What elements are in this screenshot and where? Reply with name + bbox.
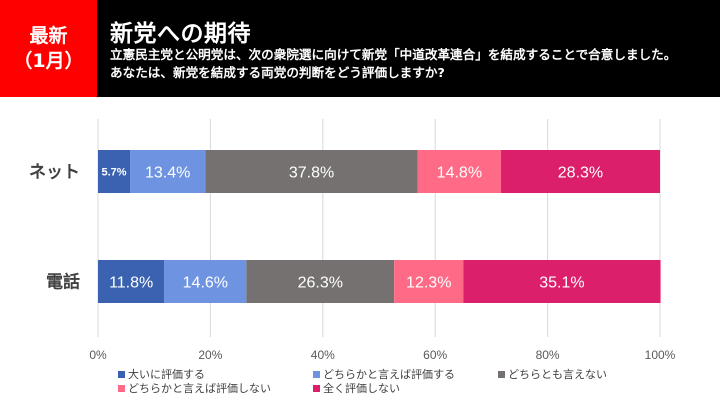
latest-badge: 最新 （1月） (0, 0, 97, 97)
x-tick-label: 40% (311, 348, 335, 362)
header-bar: 最新 （1月） 新党への期待 立憲民主党と公明党は、次の衆院選に向けて新党「中道… (0, 0, 720, 97)
legend-item: どちらかと言えば評価しない (118, 380, 271, 396)
x-tick-label: 0% (89, 348, 107, 362)
legend-item: 全く評価しない (313, 380, 400, 396)
x-tick-label: 60% (423, 348, 447, 362)
data-label: 14.8% (437, 164, 482, 181)
x-tick-label: 80% (536, 348, 560, 362)
bar-segment (394, 260, 464, 303)
question-line-1: 立憲民主党と公明党は、次の衆院選に向けて新党「中道改革連合」を結成することで合意… (110, 47, 677, 62)
legend-label: どちらかと言えば評価する (323, 368, 455, 381)
bar-segment (246, 260, 395, 303)
badge-label-latest: 最新 (29, 24, 68, 47)
bar-segment (463, 260, 661, 303)
bar-segment (164, 260, 247, 303)
legend-label: 全く評価しない (323, 382, 400, 395)
bar-segment (205, 150, 418, 193)
chart-canvas: ネット 5.7% 13.4% 37.8% 14.8% 28.3% 電話 11.8% 14.6% 2… (29, 119, 676, 362)
page-title: 新党への期待 (110, 21, 251, 47)
data-label: 35.1% (539, 274, 584, 291)
legend-label: どちらとも言えない (508, 368, 607, 381)
category-label: ネット (29, 163, 80, 182)
bar-segment (500, 150, 660, 193)
legend-swatch (313, 384, 320, 392)
question-line-2: あなたは、新党を結成する両党の判断をどう評価しますか? (110, 65, 445, 80)
data-label: 12.3% (406, 274, 451, 291)
bar-segment (98, 260, 165, 303)
legend-item: 大いに評価する (118, 366, 205, 382)
legend-swatch (118, 370, 125, 378)
legend-swatch (498, 370, 505, 378)
legend-swatch (313, 370, 320, 378)
data-label: 13.4% (145, 164, 190, 181)
data-label: 11.8% (109, 274, 153, 291)
data-label: 28.3% (558, 164, 603, 181)
x-tick-label: 20% (198, 348, 222, 362)
category-label: 電話 (46, 272, 80, 292)
legend-label: 大いに評価する (128, 368, 205, 381)
legend-item: どちらとも言えない (498, 366, 607, 382)
legend-label: どちらかと言えば評価しない (128, 382, 271, 395)
x-tick-label: 100% (645, 348, 676, 362)
data-label: 14.6% (183, 274, 228, 291)
bar-segment (98, 150, 131, 193)
data-label: 26.3% (298, 274, 343, 291)
data-label: 37.8% (289, 164, 334, 181)
stacked-bar-chart: ネット 5.7% 13.4% 37.8% 14.8% 28.3% 電話 11.8% 14.6% 2… (0, 97, 720, 405)
bar-segment (130, 150, 206, 193)
badge-label-month: （1月） (13, 49, 84, 72)
data-label: 5.7% (101, 166, 126, 178)
bar-segment (417, 150, 501, 193)
question-text: 立憲民主党と公明党は、次の衆院選に向けて新党「中道改革連合」を結成することで合意… (110, 46, 676, 82)
legend-item: どちらかと言えば評価する (313, 366, 455, 382)
legend-swatch (118, 384, 125, 392)
